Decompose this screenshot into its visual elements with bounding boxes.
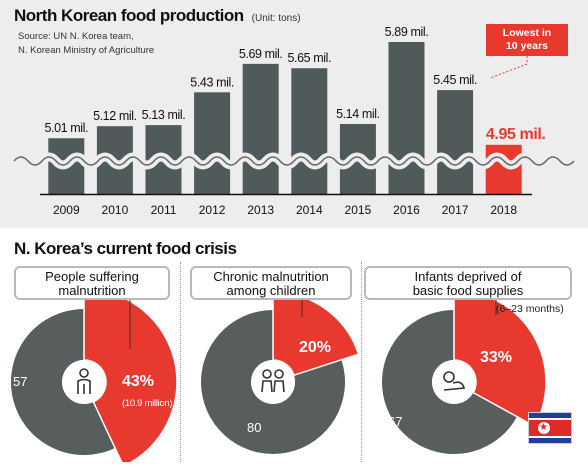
- bar-2013: [242, 63, 279, 195]
- bar-2017: [437, 90, 474, 194]
- value-label-2009: 5.01 mil.: [44, 121, 88, 135]
- year-label-2013: 2013: [247, 203, 274, 217]
- production-bar-chart: 5.01 mil. 2009 5.12 mil. 2010 5.13 mil. 2011 5…: [10, 25, 578, 217]
- crisis-title: N. Korea’s current food crisis: [14, 239, 237, 258]
- value-label-2018: 4.95 mil.: [486, 126, 546, 143]
- source-text: Source: UN N. Korea team, N. Korean Mini…: [18, 30, 154, 58]
- value-label-2010: 5.12 mil.: [93, 109, 137, 123]
- percentage-label: 20%: [299, 339, 331, 356]
- source-line-2: N. Korean Ministry of Agriculture: [18, 45, 155, 56]
- bar-2012: [194, 92, 231, 194]
- value-label-2011: 5.13 mil.: [142, 108, 186, 122]
- year-label-2009: 2009: [53, 203, 80, 217]
- percentage-label: 43%: [122, 373, 154, 390]
- baby-icon: [443, 371, 466, 391]
- percentage-label: 33%: [480, 349, 512, 366]
- value-label-2015: 5.14 mil.: [336, 107, 380, 121]
- year-label-2017: 2017: [442, 203, 469, 217]
- donut-chart-children: 20% 80: [201, 286, 360, 454]
- year-label-2014: 2014: [296, 203, 323, 217]
- donut-chart-malnutrition: 43% (10.9 million) 57: [10, 283, 178, 462]
- year-label-2010: 2010: [102, 203, 129, 217]
- remainder-label: 57: [13, 374, 27, 389]
- year-label-2011: 2011: [151, 203, 177, 217]
- remainder-label: 80: [247, 420, 261, 435]
- donut-slice-highlight: [453, 289, 547, 428]
- donut-slice-rest: [201, 310, 345, 454]
- panel-label-infants: Infants deprived of basic food supplies: [364, 266, 572, 300]
- unit-label: (Unit: tons): [251, 13, 301, 24]
- count-label: (10.9 million): [122, 398, 172, 409]
- production-title: North Korean food production (Unit: tons): [14, 6, 301, 25]
- panel-divider: [361, 262, 362, 462]
- year-label-2015: 2015: [345, 203, 372, 217]
- value-label-2013: 5.69 mil.: [239, 47, 283, 61]
- badge-connector: [489, 56, 528, 79]
- value-label-2014: 5.65 mil.: [287, 51, 331, 65]
- value-label-2012: 5.43 mil.: [190, 75, 234, 89]
- badge-line-2: 10 years: [505, 40, 549, 52]
- year-label-2012: 2012: [199, 203, 226, 217]
- donut-chart-infants: 33% 67: [382, 284, 547, 454]
- lowest-badge: Lowest in 10 years: [486, 24, 568, 56]
- value-label-2017: 5.45 mil.: [433, 73, 477, 87]
- donut-slice-highlight: [272, 291, 360, 377]
- donut-hole: [251, 360, 295, 404]
- donut-slice-rest: [382, 310, 518, 454]
- remainder-label: 67: [388, 414, 402, 429]
- bar-2014: [291, 68, 328, 194]
- year-label-2016: 2016: [393, 203, 420, 217]
- value-label-2016: 5.89 mil.: [385, 25, 429, 39]
- bar-2016: [388, 42, 425, 194]
- year-label-2018: 2018: [490, 203, 517, 217]
- panel-label-children: Chronic malnutrition among children: [190, 266, 352, 300]
- donut-hole: [62, 360, 106, 404]
- person-icon: [77, 368, 91, 394]
- age-range-note: (6–23 months): [496, 303, 564, 315]
- panel-label-malnutrition: People suffering malnutrition: [14, 266, 170, 300]
- badge-line-1: Lowest in: [502, 27, 552, 39]
- source-line-1: Source: UN N. Korea team,: [18, 31, 134, 42]
- children-icon: [261, 369, 285, 393]
- panel-divider: [180, 262, 181, 462]
- north-korea-flag-icon: ★: [528, 412, 572, 444]
- bar-2018: [485, 144, 522, 194]
- axis-break-wave: [13, 156, 575, 166]
- donut-slice-rest: [10, 309, 116, 455]
